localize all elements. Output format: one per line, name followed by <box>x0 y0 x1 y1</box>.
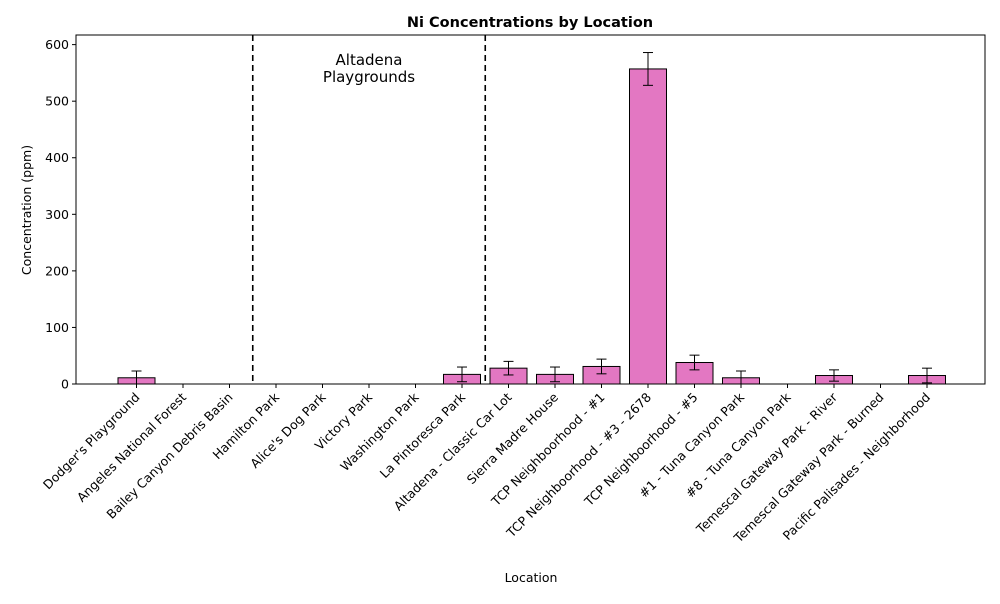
error-bar <box>829 369 839 382</box>
group-annotation: Altadena Playgrounds <box>323 51 415 86</box>
error-bar <box>503 360 514 376</box>
error-bar <box>596 358 607 375</box>
x-tick-label: Washington Park <box>337 389 422 474</box>
bar <box>629 68 667 385</box>
error-bar <box>550 366 560 383</box>
error-bar <box>457 366 467 383</box>
y-tick-label: 500 <box>45 94 69 109</box>
x-tick-label: La Pintoresca Park <box>377 389 469 481</box>
y-tick-label: 100 <box>45 320 69 335</box>
x-axis-label: Location <box>505 570 558 585</box>
plot-area: Altadena Playgrounds0100200300400500600Do… <box>40 34 986 546</box>
plot-frame <box>75 34 986 385</box>
y-tick-label: 600 <box>45 37 69 52</box>
error-bar <box>689 354 700 371</box>
y-tick-label: 200 <box>45 263 69 278</box>
y-tick-label: 300 <box>45 207 69 222</box>
y-tick-label: 400 <box>45 150 69 165</box>
chart-title: Ni Concentrations by Location <box>407 15 653 31</box>
y-axis-label: Concentration (ppm) <box>19 145 34 275</box>
x-tick-label: Sierra Madre House <box>464 389 562 487</box>
error-bar <box>643 52 653 86</box>
error-bar <box>922 367 932 384</box>
y-tick-label: 0 <box>61 377 69 392</box>
